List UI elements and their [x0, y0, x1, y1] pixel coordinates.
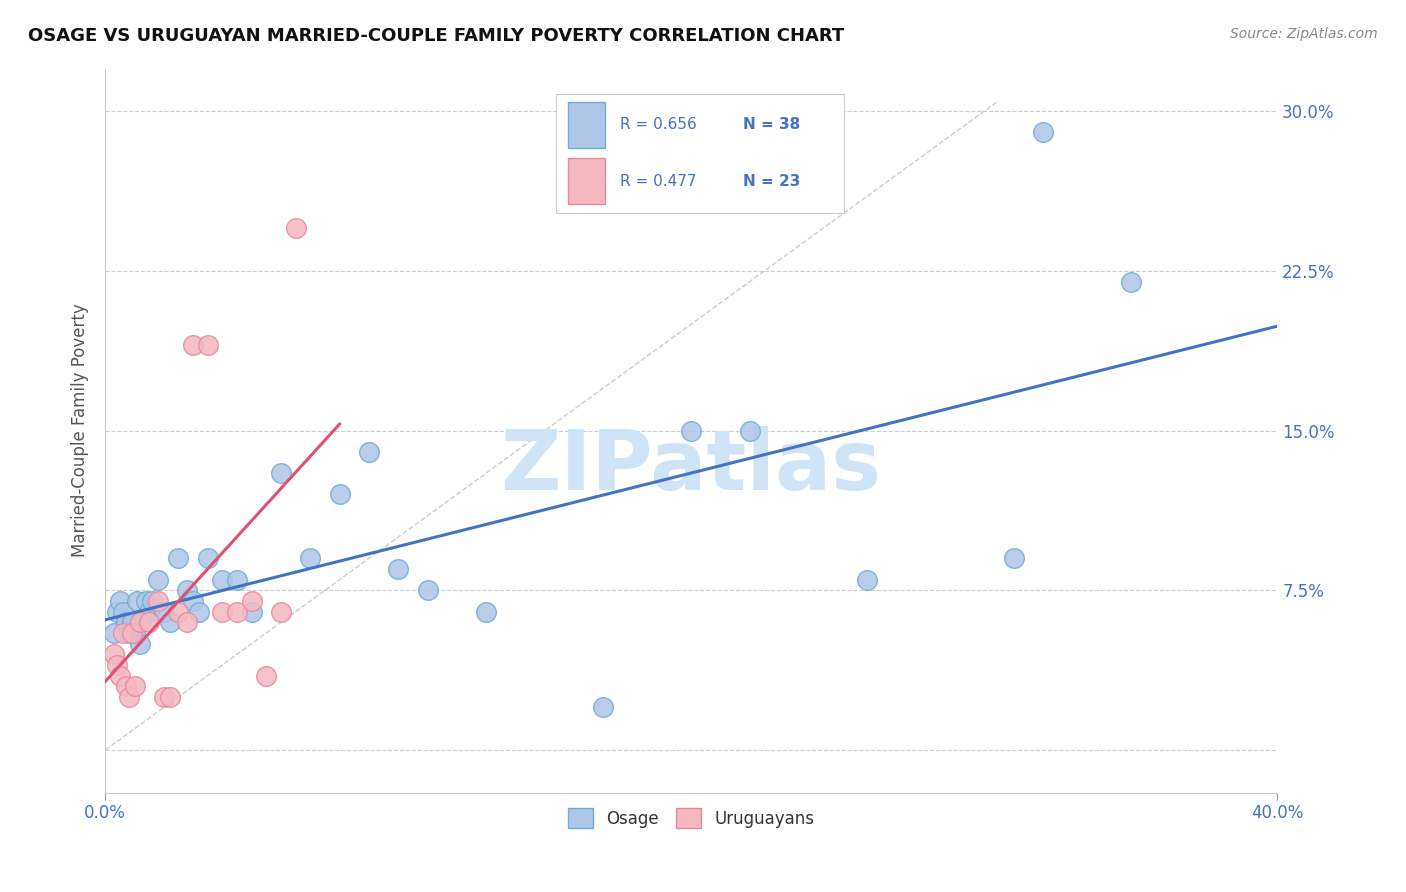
Point	[153, 605, 176, 619]
Point	[188, 605, 211, 619]
Point	[284, 221, 307, 235]
Point	[135, 594, 157, 608]
Point	[254, 668, 277, 682]
Point	[681, 424, 703, 438]
Point	[475, 605, 498, 619]
Point	[127, 594, 149, 608]
Point	[146, 573, 169, 587]
Point	[114, 615, 136, 630]
Point	[226, 573, 249, 587]
Point	[159, 615, 181, 630]
Point	[103, 626, 125, 640]
Point	[226, 605, 249, 619]
Point	[146, 594, 169, 608]
Point	[167, 551, 190, 566]
Point	[1002, 551, 1025, 566]
Point	[181, 594, 204, 608]
Point	[111, 605, 134, 619]
Point	[270, 466, 292, 480]
Point	[159, 690, 181, 704]
Point	[181, 338, 204, 352]
Point	[108, 668, 131, 682]
Point	[129, 615, 152, 630]
Point	[1119, 275, 1142, 289]
Point	[105, 657, 128, 672]
Point	[138, 605, 160, 619]
Point	[211, 573, 233, 587]
Point	[105, 605, 128, 619]
Point	[111, 626, 134, 640]
Point	[197, 338, 219, 352]
Point	[197, 551, 219, 566]
Point	[141, 594, 163, 608]
Point	[114, 679, 136, 693]
Point	[240, 605, 263, 619]
Point	[138, 615, 160, 630]
Y-axis label: Married-Couple Family Poverty: Married-Couple Family Poverty	[72, 303, 89, 558]
Point	[592, 700, 614, 714]
Point	[357, 445, 380, 459]
Point	[121, 626, 143, 640]
Text: OSAGE VS URUGUAYAN MARRIED-COUPLE FAMILY POVERTY CORRELATION CHART: OSAGE VS URUGUAYAN MARRIED-COUPLE FAMILY…	[28, 27, 845, 45]
Text: Source: ZipAtlas.com: Source: ZipAtlas.com	[1230, 27, 1378, 41]
Point	[108, 594, 131, 608]
Point	[176, 583, 198, 598]
Point	[1032, 125, 1054, 139]
Point	[416, 583, 439, 598]
Point	[103, 647, 125, 661]
Point	[329, 487, 352, 501]
Point	[167, 605, 190, 619]
Point	[129, 636, 152, 650]
Point	[856, 573, 879, 587]
Legend: Osage, Uruguayans: Osage, Uruguayans	[561, 801, 821, 835]
Point	[270, 605, 292, 619]
Point	[124, 679, 146, 693]
Point	[211, 605, 233, 619]
Point	[118, 690, 141, 704]
Point	[124, 626, 146, 640]
Point	[240, 594, 263, 608]
Text: ZIPatlas: ZIPatlas	[501, 426, 882, 508]
Point	[153, 690, 176, 704]
Point	[176, 615, 198, 630]
Point	[387, 562, 409, 576]
Point	[299, 551, 322, 566]
Point	[738, 424, 761, 438]
Point	[118, 626, 141, 640]
Point	[121, 615, 143, 630]
